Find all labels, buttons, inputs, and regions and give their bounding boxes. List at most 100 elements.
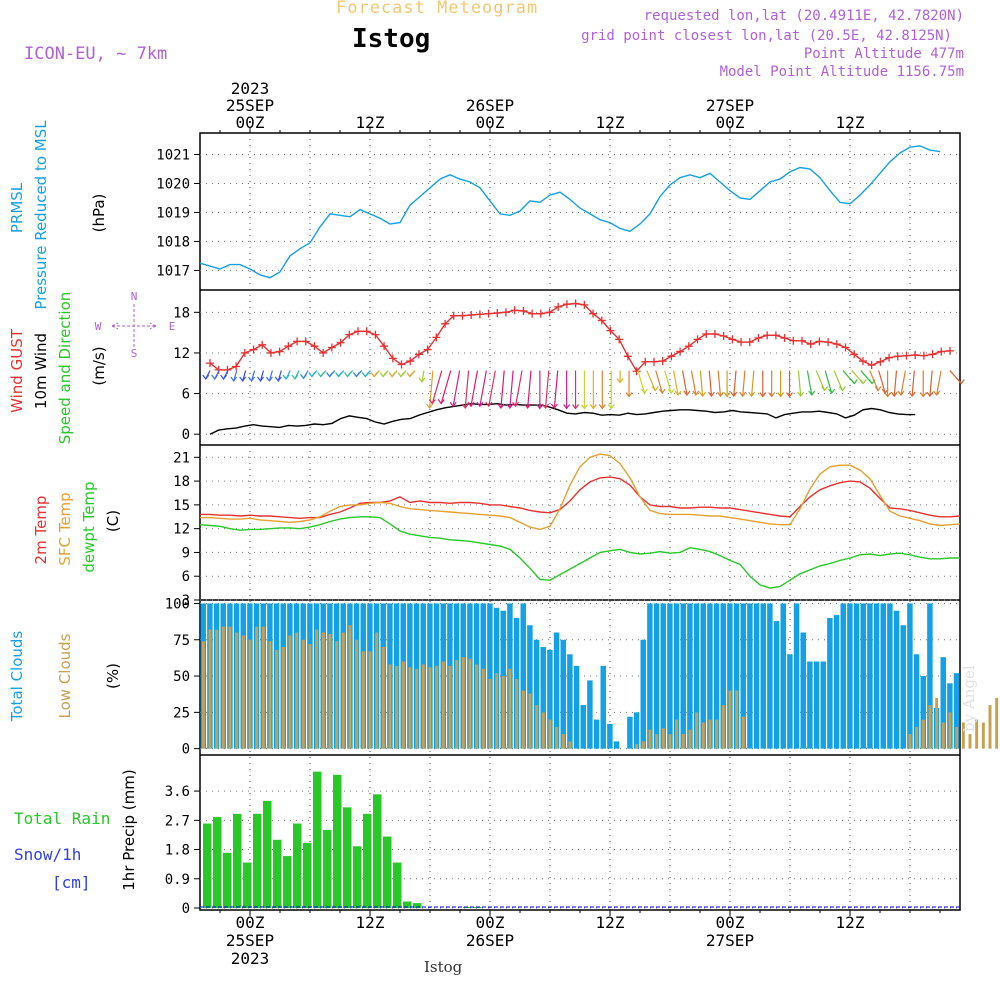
- wind-gust-marker: [562, 300, 571, 309]
- wind-gust-marker: [754, 334, 763, 343]
- wind-label: 10m Wind: [32, 333, 50, 409]
- wind-arrowhead: [667, 388, 675, 395]
- time-label-top: 25SEP: [226, 96, 274, 115]
- y-tick-label: 1020: [156, 176, 190, 192]
- wind-arrowhead: [248, 376, 256, 382]
- wind-gust-marker: [850, 350, 859, 359]
- wind-arrowhead: [542, 403, 549, 409]
- low-cloud-bar: [681, 734, 685, 749]
- low-cloud-bar: [995, 697, 999, 749]
- wind-gust-marker: [293, 337, 302, 346]
- low-cloud-bar: [928, 705, 932, 749]
- wind-arrow: [431, 370, 443, 404]
- low-cloud-bar: [348, 625, 352, 749]
- wind-arrow: [869, 370, 879, 391]
- low-cloud-bar: [415, 668, 419, 749]
- wind-gust-marker: [728, 335, 737, 344]
- total-cloud-bar: [540, 647, 546, 749]
- wind-arrow: [452, 370, 461, 407]
- wind-arrowhead: [723, 392, 731, 398]
- wind-gust-marker: [571, 299, 580, 308]
- wind-arrow: [806, 370, 813, 396]
- y-tick-label: 0: [182, 901, 190, 917]
- credit-watermark: by Angel: [960, 665, 978, 732]
- rain-bar: [233, 813, 242, 908]
- wind-gust-marker: [371, 330, 380, 339]
- low-cloud-bar: [315, 629, 319, 749]
- wind-gust-marker: [693, 335, 702, 344]
- wind-arrow: [673, 370, 679, 396]
- wind-arrow: [681, 370, 688, 396]
- low-cloud-bar: [555, 726, 559, 749]
- time-label-bottom: 00Z: [716, 913, 745, 932]
- wind-arrow: [268, 370, 273, 382]
- wind-arrow: [708, 370, 713, 397]
- wind-gust-marker: [449, 311, 458, 320]
- wind-speed-line: [209, 402, 916, 435]
- wind-arrowhead: [692, 390, 700, 396]
- total-cloud-bar: [780, 603, 786, 749]
- temp-sfc-label: SFC Temp: [56, 492, 74, 565]
- temp-2m-label: 2m Temp: [32, 496, 50, 565]
- low-cloud-bar: [235, 632, 239, 749]
- wind-arrowhead: [589, 404, 597, 410]
- wind-gust-marker: [615, 335, 624, 344]
- wind-arrowhead: [933, 390, 941, 396]
- wind-arrow: [637, 370, 646, 394]
- wind-unit: (m/s): [90, 346, 108, 385]
- rain-bar: [373, 794, 382, 908]
- wind-gust-marker: [919, 351, 928, 360]
- temp-sfc-line: [200, 453, 961, 531]
- wind-arrow: [733, 370, 737, 397]
- wind-gust-marker: [893, 352, 902, 361]
- wind-arrow: [242, 370, 247, 382]
- wind-gust-marker: [771, 331, 780, 340]
- wind-gust-marker: [554, 302, 563, 311]
- low-cloud-bar: [275, 649, 279, 749]
- low-cloud-bar: [288, 635, 292, 749]
- total-cloud-bar: [853, 603, 860, 749]
- total-cloud-bar: [580, 705, 586, 749]
- wind-arrow: [893, 370, 898, 397]
- rain-bar: [413, 903, 422, 908]
- wind-arrowhead: [506, 403, 514, 409]
- wind-gust-marker: [467, 311, 476, 320]
- wind-gust-marker: [597, 316, 606, 325]
- wind-arrow: [936, 370, 942, 396]
- wind-arrowhead: [708, 391, 716, 398]
- low-cloud-bar: [421, 664, 425, 749]
- total-cloud-bar: [847, 603, 853, 749]
- precip-axis-label: 1hr Precip (mm): [120, 769, 138, 890]
- wind-gust-marker: [623, 352, 632, 361]
- low-cloud-bar: [468, 658, 472, 749]
- low-cloud-bar: [988, 705, 992, 749]
- total-cloud-bar: [740, 603, 746, 749]
- low-cloud-bar: [521, 690, 525, 749]
- wind-arrow: [751, 370, 755, 397]
- total-cloud-bar: [747, 603, 753, 749]
- wind-arrowhead: [388, 372, 396, 378]
- rain-bar: [363, 813, 372, 908]
- y-tick-label: 2.7: [165, 813, 190, 829]
- pressure-unit: (hPa): [90, 194, 108, 233]
- total-cloud-bar: [613, 741, 620, 749]
- total-cloud-bar: [887, 603, 893, 749]
- rain-bar: [313, 771, 322, 908]
- y-tick-label: 75: [173, 633, 190, 649]
- low-cloud-bar: [215, 629, 219, 749]
- wind-gust-marker: [885, 353, 894, 362]
- wind-gust-marker: [876, 357, 885, 366]
- y-tick-label: 0: [182, 742, 190, 758]
- snow-label: Snow/1h: [14, 845, 81, 864]
- total-cloud-bar: [760, 603, 766, 749]
- wind-gust-marker: [719, 332, 728, 341]
- total-cloud-bar: [607, 723, 613, 749]
- wind-arrowhead: [640, 388, 648, 395]
- wind-arrow: [824, 370, 833, 394]
- low-cloud-bar: [395, 665, 399, 749]
- wind-arrowhead: [897, 390, 905, 396]
- time-label-bottom: 00Z: [476, 913, 505, 932]
- wind-gust-marker: [798, 336, 806, 345]
- total-cloud-bar: [640, 639, 646, 749]
- wind-arrowhead: [890, 391, 898, 398]
